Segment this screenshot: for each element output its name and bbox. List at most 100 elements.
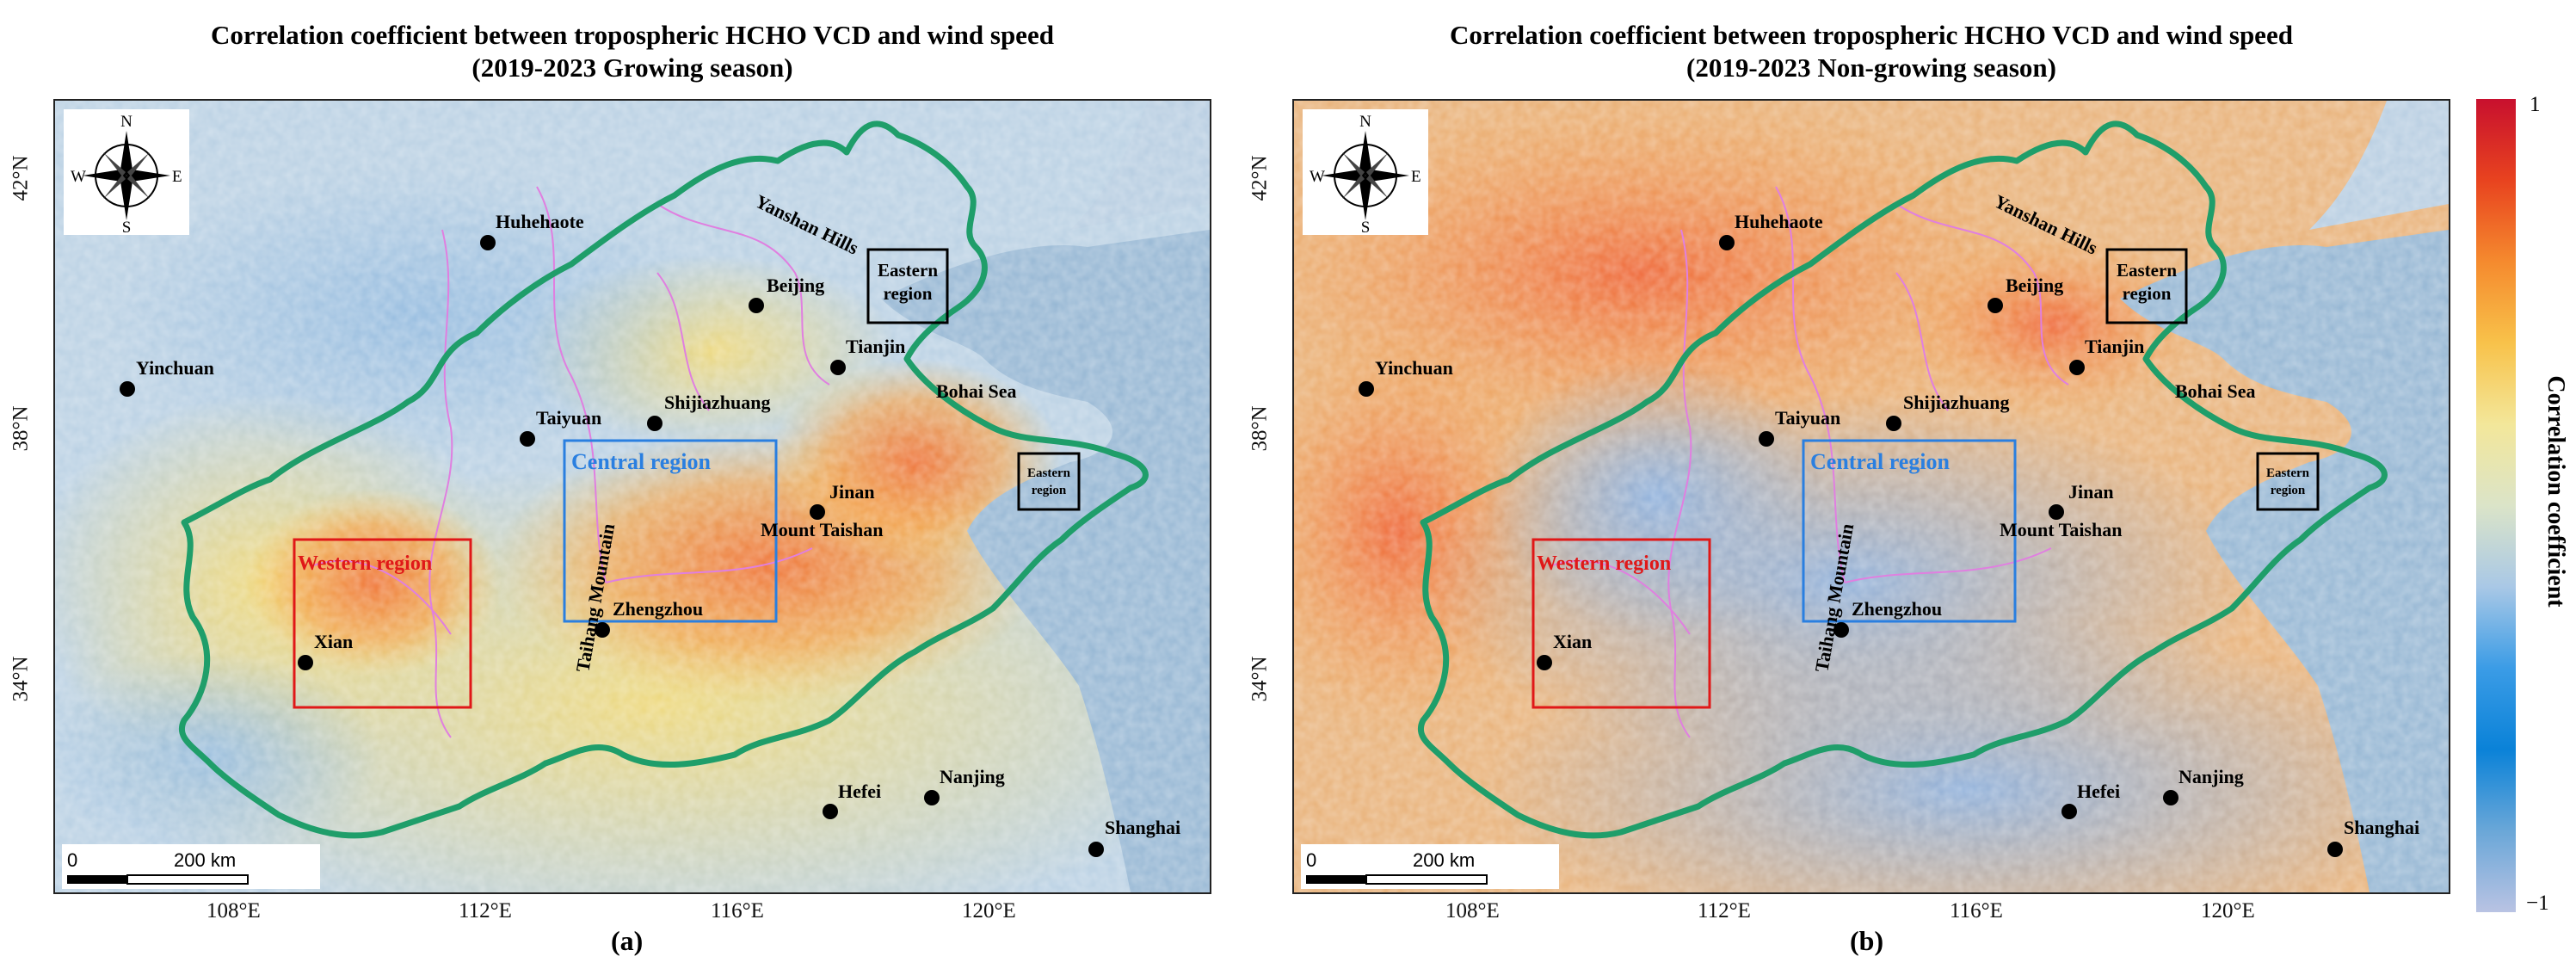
city-dot-shanghai [1088, 842, 1104, 857]
central-region-box [563, 439, 778, 623]
map-panel-b: Huhehaote Beijing Tianjin Yinchuan Taiyu… [1292, 99, 2450, 894]
compass-w: W [71, 168, 86, 186]
western-region-box [293, 538, 472, 709]
label-shijiazhuang: Shijiazhuang [664, 392, 771, 413]
compass-rose-icon: N S W E [64, 109, 189, 237]
scale-zero: 0 [67, 849, 77, 871]
city-dot-nanjing [924, 790, 940, 805]
label-jinan: Jinan [829, 481, 875, 503]
panel-b-title: Correlation coefficient between troposph… [1291, 19, 2452, 84]
label-beijing: Beijing [767, 275, 824, 296]
scale-distance: 200 km [174, 849, 236, 871]
label-yinchuan: Yinchuan [136, 357, 214, 379]
city-dot-xian [298, 655, 313, 670]
city-dot-yinchuan [120, 381, 135, 397]
compass-n: N [120, 113, 132, 131]
panel-b-title-line1: Correlation coefficient between troposph… [1450, 20, 2293, 50]
eastern-region-box-2 [1017, 452, 1081, 511]
city-dot-zhengzhou [595, 622, 610, 638]
label-yinchuan: Yinchuan [1375, 357, 1453, 379]
city-dot-xian [1537, 655, 1552, 670]
panel-b-title-line2: (2019-2023 Non-growing season) [1686, 52, 2056, 83]
city-markers [1359, 235, 2343, 857]
central-region-box [1802, 439, 2017, 623]
label-bohai-sea: Bohai Sea [2175, 380, 2256, 402]
label-western-region: Western region [298, 552, 432, 575]
label-mount-taishan: Mount Taishan [2000, 519, 2122, 540]
city-dot-taiyuan [1759, 431, 1774, 447]
label-nanjing: Nanjing [940, 766, 1005, 787]
colorbar-title: Correlation coefficient [2542, 375, 2569, 608]
label-eastern-region-1b: region [2123, 283, 2172, 304]
label-huhehaote: Huhehaote [1735, 211, 1823, 232]
colorbar [2476, 99, 2516, 912]
panel-a-title: Correlation coefficient between troposph… [52, 19, 1213, 84]
label-jinan: Jinan [2068, 481, 2114, 503]
lon-tick-108-a: 108°E [206, 899, 261, 923]
compass-rose-icon: N S W E [1303, 109, 1428, 237]
city-dot-taiyuan [520, 431, 535, 447]
western-region-box [1531, 538, 1711, 709]
label-western-region: Western region [1537, 552, 1671, 575]
lat-tick-42-b: 42°N [1248, 155, 1272, 201]
city-dot-shijiazhuang [647, 416, 662, 431]
lat-tick-42-a: 42°N [9, 155, 33, 201]
city-dot-beijing [1987, 298, 2003, 313]
city-dot-yinchuan [1359, 381, 1374, 397]
label-central-region: Central region [1810, 449, 1950, 474]
scale-distance: 200 km [1413, 849, 1475, 871]
city-dot-shijiazhuang [1886, 416, 1901, 431]
compass-s: S [1361, 219, 1371, 237]
label-eastern-region-2b: region [2271, 484, 2306, 497]
lat-tick-38-b: 38°N [1248, 405, 1272, 452]
scale-bar: 0 200 km [1301, 844, 1559, 889]
scale-zero: 0 [1306, 849, 1316, 871]
map-panel-a: Huhehaote Beijing Tianjin Yinchuan Taiyu… [53, 99, 1211, 894]
colorbar-min-label: −1 [2526, 892, 2549, 915]
lon-tick-120-a: 120°E [962, 899, 1016, 923]
city-dot-huhehaote [480, 235, 496, 250]
label-mount-taishan: Mount Taishan [761, 519, 883, 540]
label-xian: Xian [314, 631, 353, 652]
label-shanghai: Shanghai [1105, 817, 1180, 838]
city-dot-tianjin [2069, 360, 2085, 375]
compass-n: N [1359, 113, 1371, 131]
lon-tick-112-b: 112°E [1698, 899, 1751, 923]
scale-bar: 0 200 km [62, 844, 320, 889]
study-area-boundary [1417, 120, 2388, 839]
panel-a-letter: (a) [611, 925, 644, 956]
label-taiyuan: Taiyuan [1775, 407, 1840, 429]
lat-tick-38-a: 38°N [9, 405, 33, 452]
city-dot-beijing [749, 298, 764, 313]
city-dot-jinan [2049, 504, 2064, 520]
label-zhengzhou: Zhengzhou [1852, 598, 1942, 620]
label-taiyuan: Taiyuan [536, 407, 601, 429]
compass-e: E [172, 168, 182, 186]
city-dot-huhehaote [1719, 235, 1735, 250]
label-eastern-region-1b: region [884, 283, 933, 304]
label-huhehaote: Huhehaote [496, 211, 584, 232]
city-dot-zhengzhou [1833, 622, 1849, 638]
lon-tick-108-b: 108°E [1445, 899, 1500, 923]
label-beijing: Beijing [2006, 275, 2063, 296]
panel-a-title-line1: Correlation coefficient between troposph… [211, 20, 1054, 50]
label-shanghai: Shanghai [2344, 817, 2419, 838]
panel-b-letter: (b) [1850, 925, 1884, 956]
colorbar-max-label: 1 [2530, 93, 2541, 116]
lon-tick-112-a: 112°E [459, 899, 512, 923]
panel-a-title-line2: (2019-2023 Growing season) [471, 52, 793, 83]
label-hefei: Hefei [838, 781, 881, 802]
lon-tick-120-b: 120°E [2201, 899, 2255, 923]
compass-s: S [122, 219, 132, 237]
city-markers [120, 235, 1104, 857]
compass-e: E [1411, 168, 1421, 186]
compass-w: W [1310, 168, 1325, 186]
city-dot-shanghai [2327, 842, 2343, 857]
label-shijiazhuang: Shijiazhuang [1903, 392, 2010, 413]
eastern-region-box-1 [2105, 248, 2188, 324]
eastern-region-box-2 [2256, 452, 2320, 511]
label-nanjing: Nanjing [2179, 766, 2244, 787]
city-dot-tianjin [830, 360, 846, 375]
map-a-svg: Huhehaote Beijing Tianjin Yinchuan Taiyu… [55, 101, 1210, 892]
label-central-region: Central region [571, 449, 712, 474]
